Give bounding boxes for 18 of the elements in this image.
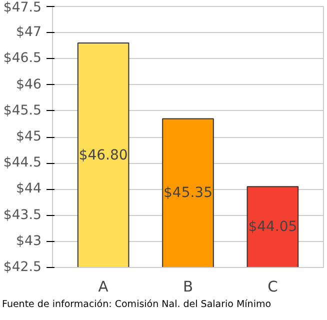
y-tick-label: $47.5 — [3, 0, 42, 16]
y-tick-label: $42.5 — [3, 260, 42, 275]
y-tick-label: $44.5 — [3, 156, 42, 171]
y-tick-label: $43.5 — [3, 208, 42, 223]
y-tick-label: $43 — [16, 234, 42, 249]
x-tick-label: B — [182, 278, 194, 296]
y-tick-label: $47 — [16, 25, 42, 40]
source-note: Fuente de información: Comisión Nal. del Salario Mínimo — [2, 298, 272, 312]
y-tick-label: $46.5 — [3, 51, 42, 66]
y-tick-label: $44 — [16, 182, 42, 197]
data-label: $46.80 — [78, 147, 128, 164]
data-label: $44.05 — [248, 219, 298, 236]
y-tick-label: $46 — [16, 77, 42, 92]
y-tick-label: $45 — [16, 130, 42, 144]
data-label: $45.35 — [164, 185, 213, 202]
x-tick-label: C — [268, 278, 278, 296]
x-tick-label: A — [98, 278, 108, 296]
y-tick-label: $45.5 — [3, 103, 42, 118]
